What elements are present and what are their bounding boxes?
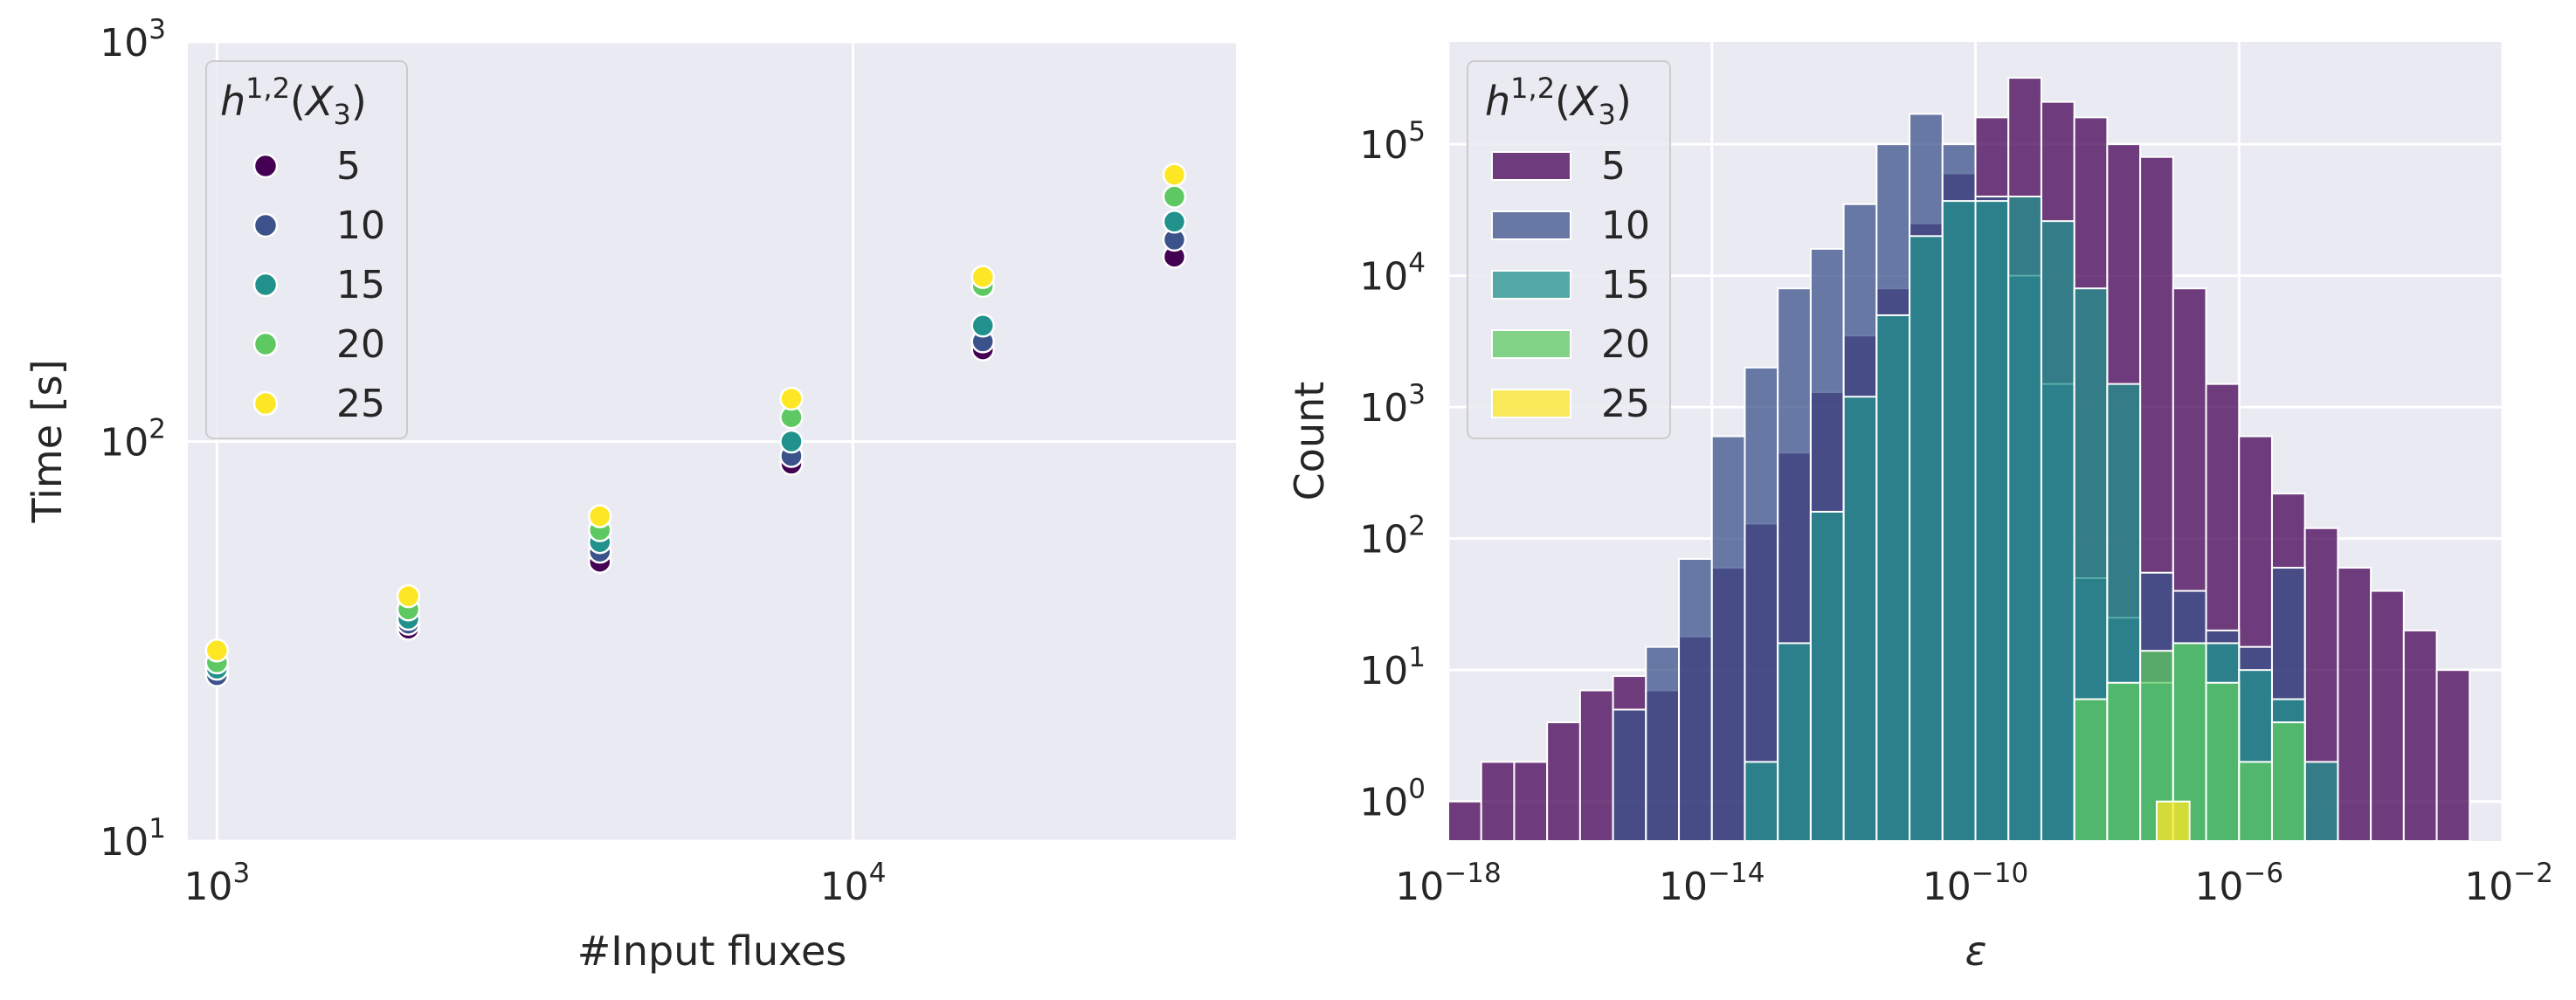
histogram-bar-15: [1842, 396, 1878, 841]
histogram-legend: h1,2(X3) 5 10 15 20 25: [1467, 60, 1671, 439]
histogram-y-tick-labels: 100 101 102 103 104 105: [1359, 116, 1426, 825]
histogram-bar-20: [2238, 761, 2273, 841]
histogram-legend-swatch: [1491, 389, 1571, 418]
scatter-legend-marker: [252, 153, 279, 179]
scatter-point-15: [970, 314, 995, 338]
histogram-bar-20: [2205, 681, 2241, 841]
scatter-legend-title: h1,2(X3): [220, 72, 367, 131]
scatter-x-axis-label: #Input fluxes: [577, 928, 846, 975]
scatter-y-tick-labels: 101 102 103: [100, 14, 166, 865]
scatter-point-25: [970, 265, 995, 289]
scatter-y-tick-label: 103: [100, 14, 166, 66]
histogram-x-tick-label: 10−18: [1395, 858, 1501, 909]
histogram-bar-15: [1777, 642, 1812, 841]
histogram-bar-15: [1809, 510, 1845, 841]
histogram-legend-swatch: [1491, 329, 1571, 359]
histogram-x-tick-label: 10−6: [2194, 858, 2283, 909]
histogram-y-tick-label: 103: [1359, 379, 1426, 431]
histogram-bar-15: [2040, 220, 2075, 841]
histogram-panel: 10−18 10−14 10−10 10−6 10−2 1001011021031041…: [1286, 42, 2553, 975]
histogram-bar-15: [1875, 314, 1911, 841]
histogram-bar-5: [2337, 567, 2372, 841]
histogram-y-tick-label: 105: [1359, 116, 1426, 168]
histogram-x-tick-label: 10−10: [1923, 858, 2028, 909]
scatter-legend-label: 15: [336, 263, 385, 307]
histogram-bar-15: [2303, 761, 2339, 841]
histogram-bar-10: [1678, 557, 1713, 841]
scatter-points: [204, 162, 1187, 687]
histogram-x-tick-label: 10−2: [2464, 858, 2553, 909]
histogram-bar-10: [1710, 435, 1746, 841]
histogram-bar-5: [1513, 761, 1549, 841]
histogram-bar-5: [1480, 761, 1516, 841]
histogram-bar-25: [2155, 800, 2191, 841]
scatter-point-25: [204, 638, 230, 663]
scatter-y-tick-label: 101: [100, 813, 166, 865]
scatter-legend-label: 5: [336, 144, 361, 189]
histogram-legend-title: h1,2(X3): [1485, 72, 1632, 131]
histogram-bar-15: [1974, 200, 2010, 841]
histogram-bar-20: [2270, 721, 2306, 841]
scatter-point-25: [1162, 162, 1187, 187]
histogram-x-tick-label: 10−14: [1659, 858, 1765, 909]
histogram-y-tick-label: 101: [1359, 642, 1426, 693]
scatter-point-25: [779, 386, 804, 411]
histogram-legend-swatch: [1491, 151, 1571, 181]
histogram-bar-15: [1941, 200, 1977, 841]
scatter-point-25: [396, 583, 421, 609]
scatter-x-tick-label: 103: [183, 858, 250, 909]
histogram-legend-label: 25: [1601, 382, 1650, 426]
scatter-legend-marker: [252, 272, 279, 298]
histogram-y-axis-label: Count: [1286, 382, 1333, 501]
scatter-legend-marker: [252, 212, 279, 238]
histogram-bars: [1448, 77, 2471, 841]
scatter-point-15: [779, 429, 804, 454]
scatter-legend-label: 20: [336, 322, 385, 367]
scatter-point-20: [1162, 184, 1187, 209]
histogram-y-tick-label: 100: [1359, 774, 1426, 825]
histogram-bar-5: [1546, 721, 1581, 841]
scatter-x-tick-label: 104: [820, 858, 887, 909]
scatter-y-tick-label: 102: [100, 414, 166, 466]
histogram-bar-5: [1578, 689, 1614, 841]
histogram-bar-20: [2073, 698, 2109, 841]
scatter-legend: h1,2(X3) 5 10 15 20 25: [205, 60, 408, 439]
histogram-bar-20: [2106, 681, 2142, 841]
histogram-bar-10: [1645, 645, 1681, 841]
histogram-legend-swatch: [1491, 210, 1571, 240]
scatter-legend-label: 25: [336, 382, 385, 426]
scatter-point-25: [588, 504, 612, 528]
scatter-y-axis-label: Time [s]: [24, 359, 71, 523]
histogram-y-tick-label: 104: [1359, 248, 1426, 300]
scatter-legend-label: 10: [336, 203, 385, 248]
scatter-legend-marker: [252, 331, 279, 357]
histogram-legend-swatch: [1491, 270, 1571, 300]
histogram-bar-10: [1612, 708, 1647, 841]
histogram-legend-label: 20: [1601, 322, 1650, 367]
histogram-x-tick-labels: 10−18 10−14 10−10 10−6 10−2: [1395, 858, 2553, 909]
histogram-legend-label: 15: [1601, 263, 1650, 307]
histogram-bar-15: [1909, 235, 1944, 841]
histogram-bar-15: [2007, 196, 2042, 841]
histogram-bar-5: [2370, 590, 2405, 841]
scatter-x-tick-labels: 103 104: [183, 858, 886, 909]
scatter-point-15: [1162, 210, 1187, 234]
scatter-legend-marker: [252, 390, 279, 417]
histogram-bar-15: [1744, 761, 1779, 841]
histogram-bar-5: [2402, 629, 2438, 841]
histogram-x-axis-label: ε: [1965, 928, 1987, 975]
histogram-legend-label: 5: [1601, 144, 1626, 189]
histogram-bar-5: [1448, 800, 1482, 841]
histogram-bar-5: [2435, 669, 2471, 841]
histogram-legend-label: 10: [1601, 203, 1650, 248]
histogram-y-tick-label: 102: [1359, 511, 1426, 562]
